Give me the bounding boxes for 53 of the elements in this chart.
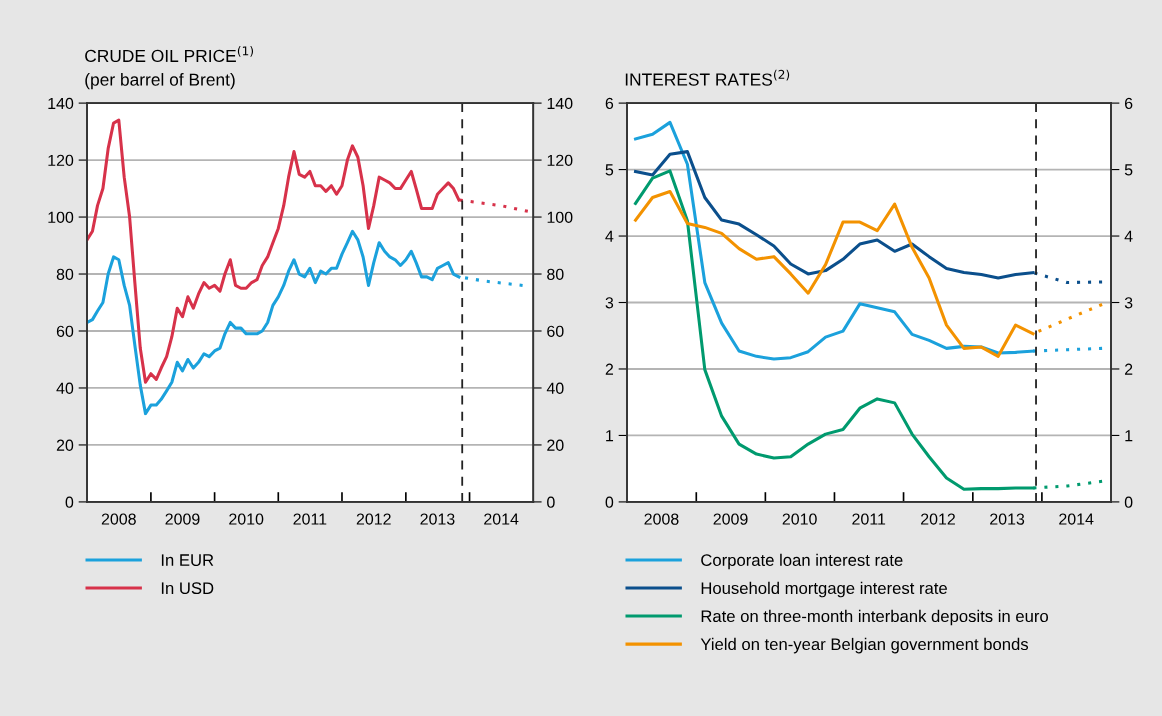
y2-tick-label: 140 (547, 97, 573, 110)
legend-label: Household mortgage interest rate (701, 581, 947, 598)
y-tick-label: 0 (65, 496, 74, 508)
y-tick-label: 60 (56, 325, 74, 337)
y-tick-label: 100 (48, 211, 74, 223)
y2-tick-label: 0 (547, 496, 555, 508)
x-tick-label: 2008 (644, 513, 679, 525)
x-tick-label: 2009 (713, 513, 748, 525)
y-tick-label: 120 (48, 154, 74, 167)
y2-tick-label: 120 (547, 154, 573, 167)
y-tick-label: 140 (48, 97, 74, 110)
legend-label: In EUR (161, 554, 214, 566)
y2-tick-label: 80 (547, 268, 564, 280)
x-tick-label: 2011 (852, 513, 886, 525)
legend-label: In USD (161, 582, 214, 595)
chart-subtitle: (per barrel of Brent) (85, 73, 235, 90)
y-tick-label: 40 (56, 382, 74, 394)
y-tick-label: 5 (605, 164, 614, 176)
y2-tick-label: 60 (547, 325, 564, 337)
legend-label: Yield on ten-year Belgian government bonds (700, 637, 1029, 654)
y2-tick-label: 5 (1124, 164, 1133, 176)
y-tick-label: 3 (605, 297, 614, 309)
y2-tick-label: 4 (1124, 230, 1133, 242)
y-tick-label: 20 (56, 439, 74, 451)
x-tick-label: 2013 (990, 513, 1025, 525)
legend-label: Corporate loan interest rate (701, 553, 903, 570)
y-tick-label: 0 (605, 496, 614, 508)
x-tick-label: 2010 (229, 513, 264, 525)
x-tick-label: 2013 (420, 513, 455, 525)
legend-label: Rate on three-month interbank deposits in euro (701, 609, 1049, 626)
y2-tick-label: 100 (547, 211, 573, 223)
y2-tick-label: 20 (547, 439, 564, 451)
chart-title: INTEREST RATES$^{(2)}$ (625, 69, 790, 86)
x-tick-label: 2014 (484, 513, 519, 525)
y2-tick-label: 0 (1124, 496, 1133, 508)
x-tick-label: 2012 (356, 513, 391, 525)
x-tick-label: 2014 (1059, 513, 1094, 525)
y-tick-label: 6 (605, 97, 614, 110)
chart-title: CRUDE OIL PRICE$^{(1)}$ (85, 46, 254, 63)
y2-tick-label: 6 (1124, 97, 1133, 110)
x-tick-label: 2008 (101, 513, 136, 525)
x-tick-label: 2010 (782, 513, 817, 525)
y-tick-label: 1 (606, 430, 614, 442)
y2-tick-label: 3 (1124, 297, 1133, 309)
x-tick-label: 2012 (921, 513, 955, 525)
y-tick-label: 80 (56, 268, 74, 280)
y2-tick-label: 2 (1124, 363, 1133, 375)
y-tick-label: 2 (605, 363, 614, 375)
y2-tick-label: 40 (546, 382, 564, 394)
y2-tick-label: 1 (1125, 430, 1133, 442)
x-tick-label: 2011 (293, 513, 327, 525)
x-tick-label: 2009 (165, 513, 200, 525)
y-tick-label: 4 (605, 230, 614, 242)
